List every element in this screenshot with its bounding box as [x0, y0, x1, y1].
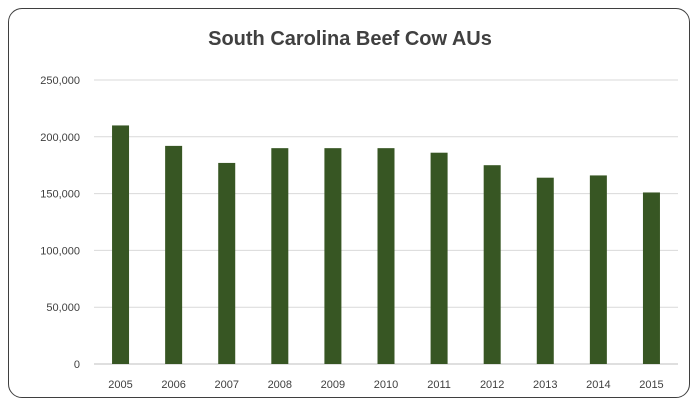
bar-2011: [430, 152, 448, 364]
bar-2015: [642, 192, 660, 364]
x-tick-label: 2007: [214, 379, 238, 391]
y-tick-label: 250,000: [40, 75, 80, 87]
y-tick-label: 50,000: [46, 302, 80, 314]
x-axis-ticks: 2005 2006 2007 2008 2009 2010 2011 2012 2013 2014…: [108, 379, 663, 391]
bar-2006: [165, 145, 183, 364]
bars: [112, 125, 660, 364]
x-tick-label: 2005: [108, 379, 132, 391]
bar-2013: [536, 177, 554, 364]
x-tick-label: 2008: [268, 379, 292, 391]
y-tick-label: 100,000: [40, 245, 80, 257]
x-tick-label: 2015: [639, 379, 663, 391]
bar-2012: [483, 165, 501, 364]
y-tick-label: 0: [74, 359, 80, 371]
x-tick-label: 2012: [480, 379, 504, 391]
x-tick-label: 2006: [161, 379, 185, 391]
x-tick-label: 2011: [427, 379, 451, 391]
bar-2008: [271, 148, 289, 364]
x-tick-label: 2009: [321, 379, 345, 391]
bar-2007: [218, 162, 236, 364]
bar-2010: [377, 148, 395, 364]
x-tick-label: 2014: [586, 379, 610, 391]
x-tick-label: 2013: [533, 379, 557, 391]
chart-title: South Carolina Beef Cow AUs: [208, 28, 492, 50]
x-tick-label: 2010: [374, 379, 398, 391]
bar-2009: [324, 148, 342, 364]
y-tick-label: 200,000: [40, 132, 80, 144]
y-tick-label: 150,000: [40, 189, 80, 201]
bar-2005: [112, 125, 130, 364]
y-axis-ticks: 0 50,000 100,000 150,000 200,000 250,000: [40, 75, 80, 371]
bar-2014: [589, 175, 607, 364]
